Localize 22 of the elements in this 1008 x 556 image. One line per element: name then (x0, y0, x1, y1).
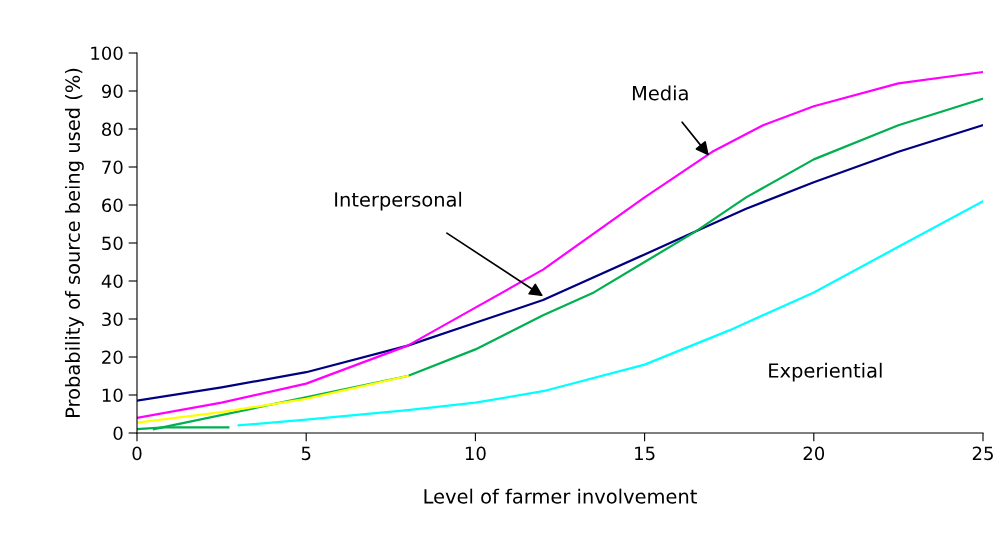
y-tick-label: 80 (102, 122, 123, 137)
x-axis-title: Level of farmer involvement (424, 488, 697, 504)
x-tick-label: 0 (132, 446, 142, 461)
y-tick-label: 10 (102, 388, 123, 403)
y-tick-label: 60 (102, 198, 123, 213)
y-tick-label: 50 (102, 236, 123, 251)
y-tick-label: 30 (102, 312, 123, 327)
y-tick-label: 40 (101, 274, 123, 289)
x-tick-label: 10 (465, 446, 486, 461)
y-tick-label: 20 (102, 350, 123, 365)
y-tick-label: 0 (113, 426, 123, 441)
annotation: Experiential (769, 362, 882, 382)
x-tick-label: 15 (635, 446, 655, 461)
annotation: Interpersonal (335, 191, 462, 211)
y-tick-label: 70 (102, 160, 123, 175)
annotation: Media (632, 85, 688, 101)
x-tick-label: 20 (803, 446, 825, 461)
y-tick-label: 100 (91, 46, 123, 61)
x-tick-label: 25 (972, 446, 993, 461)
y-tick-label: 90 (101, 84, 123, 99)
y-axis-title: Probability of source being used (%) (64, 68, 84, 417)
x-tick-label: 5 (301, 446, 311, 461)
